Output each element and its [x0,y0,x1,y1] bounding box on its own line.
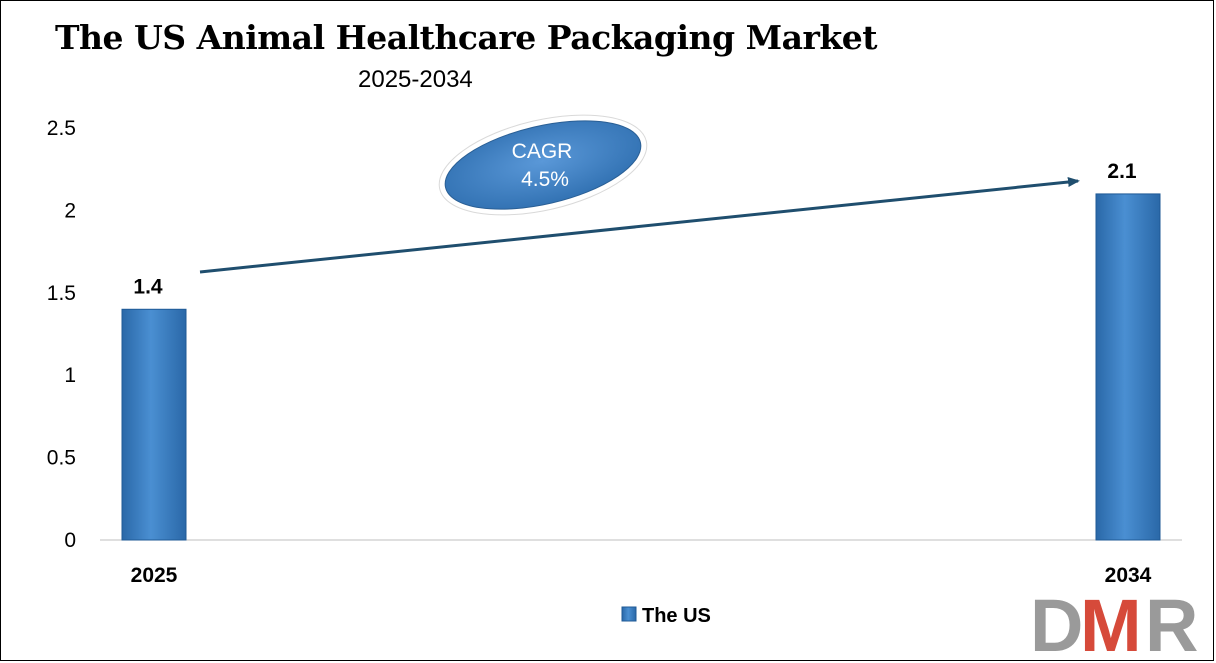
logo-letter-d: D [1030,584,1083,663]
y-axis: 0 0.5 1 1.5 2 2.5 [47,117,76,552]
logo-letter-r: R [1145,584,1198,663]
cagr-label: CAGR [512,140,573,163]
chart-title: The US Animal Healthcare Packaging Marke… [55,18,877,57]
data-labels: 1.4 2.1 [133,160,1137,298]
y-tick-label: 2.5 [47,117,76,140]
y-tick-label: 0.5 [47,447,76,470]
y-tick-label: 1 [64,364,76,387]
legend: The US [621,605,711,627]
bar [121,308,187,541]
bar [1095,193,1161,541]
cagr-badge [438,114,648,216]
trend-arrow [199,177,1080,274]
logo-letter-m: M [1080,584,1142,663]
x-category-label: 2034 [1105,564,1152,587]
y-tick-label: 1.5 [47,282,76,305]
chart-subtitle: 2025-2034 [358,66,473,93]
legend-label: The US [642,605,711,627]
cagr-value: 4.5% [521,168,569,191]
x-category-label: 2025 [131,564,178,587]
legend-swatch [621,606,637,622]
category-labels: 2025 2034 [131,564,1152,587]
bar-data-label: 2.1 [1107,160,1137,183]
y-tick-label: 2 [64,199,76,222]
cagr-ellipse [444,120,642,210]
bar-data-label: 1.4 [133,275,163,298]
bars-group [121,193,1161,541]
y-tick-label: 0 [64,529,76,552]
dmr-logo: D M R [1030,584,1198,663]
